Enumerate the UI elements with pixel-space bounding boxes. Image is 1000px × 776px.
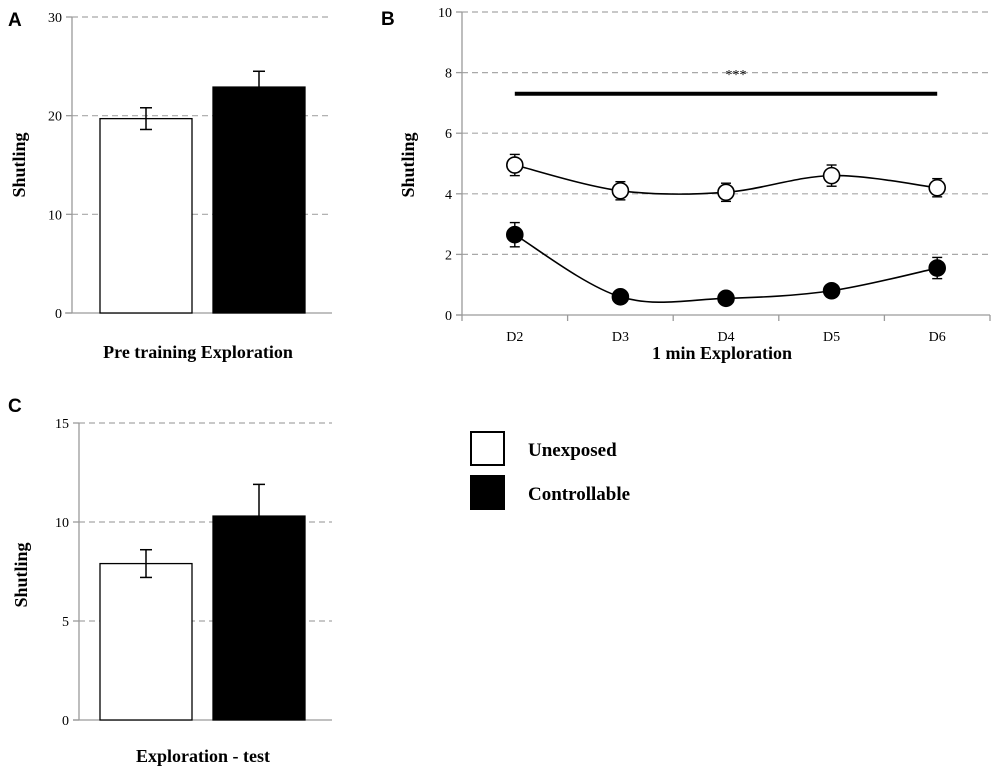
x-tick-label: D5 [823, 330, 840, 345]
panel-c-xlabel: Exploration - test [136, 746, 270, 766]
y-tick-label: 0 [55, 307, 62, 322]
y-tick-label: 30 [48, 11, 62, 26]
point-controllable-d2 [505, 225, 524, 244]
x-tick-label: D4 [717, 330, 734, 345]
panel-a-xlabel: Pre training Exploration [103, 342, 293, 362]
point-unexposed-d4 [717, 183, 735, 202]
y-tick-label: 5 [62, 615, 69, 630]
legend-swatch-unexposed [470, 431, 505, 466]
point-unexposed-d3 [611, 181, 630, 200]
panel-a-ylabel: Shutling [9, 132, 29, 197]
y-tick-label: 20 [48, 110, 62, 125]
y-tick-label: 4 [445, 188, 452, 203]
panel-a: A 0 10 20 30 Shutling Pre training Explorat… [8, 10, 332, 362]
point-unexposed-d2 [505, 156, 524, 174]
y-tick-label: 0 [445, 309, 452, 324]
panel-label-c: C [8, 396, 22, 417]
legend-label-unexposed: Unexposed [528, 440, 617, 461]
x-tick-label: D2 [506, 330, 523, 345]
panel-c-ylabel: Shutling [11, 542, 31, 607]
y-tick-label: 2 [445, 248, 452, 263]
panel-label-a: A [8, 10, 22, 31]
legend: Unexposed Controllable [470, 431, 630, 510]
x-tick-label: D6 [929, 330, 946, 345]
panel-label-b: B [381, 9, 395, 30]
legend-swatch-controllable [470, 475, 505, 510]
panel-b-xlabel: 1 min Exploration [652, 343, 792, 363]
bar-unexposed [99, 117, 193, 314]
point-unexposed-d5 [822, 166, 841, 185]
bar-unexposed [99, 562, 193, 721]
point-controllable-d6 [928, 259, 947, 277]
y-tick-label: 15 [55, 417, 69, 432]
y-tick-label: 8 [445, 67, 452, 82]
point-controllable-d4 [717, 289, 735, 308]
point-controllable-d3 [611, 288, 630, 306]
legend-label-controllable: Controllable [528, 484, 630, 505]
y-tick-label: 6 [445, 127, 452, 142]
panel-b-ylabel: Shutling [398, 132, 418, 197]
point-unexposed-d6 [928, 178, 947, 197]
y-tick-label: 10 [55, 516, 69, 531]
panel-c: C 0 5 10 15 Shutling Exploration - test [8, 396, 332, 766]
significance-annotation: *** [726, 68, 747, 83]
point-controllable-d5 [822, 281, 841, 300]
y-tick-label: 10 [48, 208, 62, 223]
bar-controllable [212, 515, 306, 721]
x-tick-label: D3 [612, 330, 629, 345]
panel-b: B 0 2 4 6 8 10 D2 D3 D4 D5 D6 *** Shutling 1 min E… [381, 6, 991, 363]
y-tick-label: 0 [62, 714, 69, 729]
y-tick-label: 10 [438, 6, 452, 21]
bar-controllable [212, 86, 306, 314]
